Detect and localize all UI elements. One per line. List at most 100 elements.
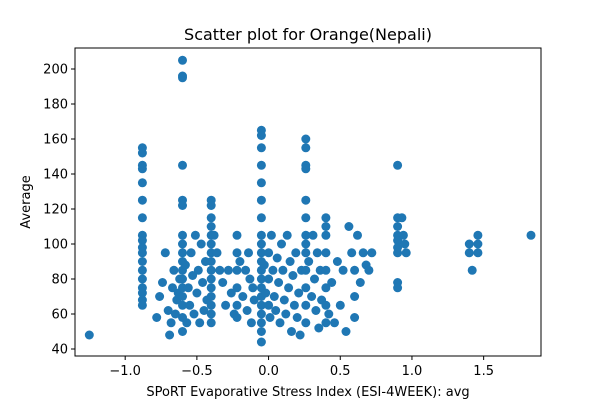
data-point <box>294 288 304 298</box>
data-point <box>321 283 331 293</box>
data-point <box>178 274 187 284</box>
data-point <box>288 271 298 280</box>
x-axis-ticks: −1.0 −0.5 0.0 0.5 1.0 1.5 <box>109 356 494 379</box>
data-point <box>301 213 311 223</box>
data-point <box>178 300 187 310</box>
data-point <box>301 239 311 249</box>
data-point <box>186 248 196 258</box>
data-point <box>295 330 305 340</box>
data-point <box>473 248 483 258</box>
data-point <box>307 292 317 301</box>
y-tick-label: 80 <box>51 273 68 288</box>
data-point <box>166 318 176 328</box>
data-point <box>137 164 147 174</box>
data-point <box>285 257 295 266</box>
y-axis-ticks: 40 60 80 100 120 140 160 180 200 <box>43 63 75 358</box>
data-point <box>158 278 167 287</box>
data-point <box>198 278 208 287</box>
data-point <box>256 213 266 223</box>
data-point <box>301 134 311 144</box>
data-point <box>192 288 202 298</box>
data-point <box>178 160 187 170</box>
data-point <box>178 55 187 65</box>
data-point <box>178 248 187 258</box>
data-point <box>275 318 285 328</box>
data-point <box>347 248 357 258</box>
data-point <box>137 178 147 188</box>
y-tick-label: 180 <box>43 98 68 113</box>
data-point <box>245 274 255 284</box>
data-point <box>182 318 192 328</box>
data-point <box>183 283 193 293</box>
data-point <box>287 327 296 336</box>
data-point <box>256 239 266 249</box>
data-point <box>272 253 282 263</box>
data-point <box>241 265 251 275</box>
data-point <box>256 143 266 153</box>
data-point <box>189 309 199 319</box>
data-point <box>332 257 342 266</box>
data-point <box>330 318 339 328</box>
data-point <box>256 318 266 328</box>
data-point <box>397 213 407 223</box>
data-point <box>249 295 259 305</box>
data-point <box>321 222 331 231</box>
data-point <box>289 300 299 310</box>
data-point <box>292 313 302 322</box>
data-point <box>165 330 175 340</box>
data-point <box>279 295 289 305</box>
data-point <box>301 143 311 153</box>
data-point <box>464 239 474 249</box>
data-point <box>137 236 147 245</box>
data-point <box>301 195 311 205</box>
data-point <box>178 73 187 83</box>
data-point <box>155 292 165 301</box>
data-point <box>393 160 403 170</box>
data-point <box>206 257 216 266</box>
data-point <box>221 300 231 310</box>
data-point <box>232 300 242 310</box>
data-point <box>256 178 266 188</box>
data-point <box>256 300 266 310</box>
data-point <box>344 222 354 231</box>
data-point <box>301 300 311 310</box>
data-point <box>265 313 275 322</box>
data-point <box>199 306 209 315</box>
data-point <box>353 230 362 240</box>
data-point <box>284 283 294 293</box>
y-tick-label: 200 <box>43 63 68 78</box>
data-points <box>84 55 536 347</box>
data-point <box>206 222 216 231</box>
data-point <box>178 327 187 336</box>
data-point <box>84 330 94 340</box>
data-point <box>196 239 206 249</box>
data-point <box>206 318 216 328</box>
data-point <box>206 274 216 284</box>
data-point <box>169 265 179 275</box>
data-point <box>261 288 271 298</box>
data-point <box>364 265 374 275</box>
data-point <box>256 230 266 240</box>
x-tick-label: −0.5 <box>181 364 213 379</box>
data-point <box>350 265 360 275</box>
y-tick-label: 120 <box>43 203 68 218</box>
data-point <box>301 265 311 275</box>
data-point <box>281 309 291 319</box>
data-point <box>238 292 248 301</box>
data-point <box>393 248 403 258</box>
data-point <box>232 265 242 275</box>
data-point <box>190 230 200 240</box>
y-axis-label: Average <box>19 175 34 228</box>
x-tick-label: 0.5 <box>330 364 351 379</box>
data-point <box>256 195 266 205</box>
data-point <box>338 265 348 275</box>
data-point <box>321 318 331 328</box>
data-point <box>178 230 187 240</box>
data-point <box>278 265 288 275</box>
data-point <box>301 318 311 328</box>
data-point <box>301 164 311 174</box>
data-point <box>473 239 483 249</box>
data-point <box>185 300 195 310</box>
data-point <box>321 230 331 240</box>
